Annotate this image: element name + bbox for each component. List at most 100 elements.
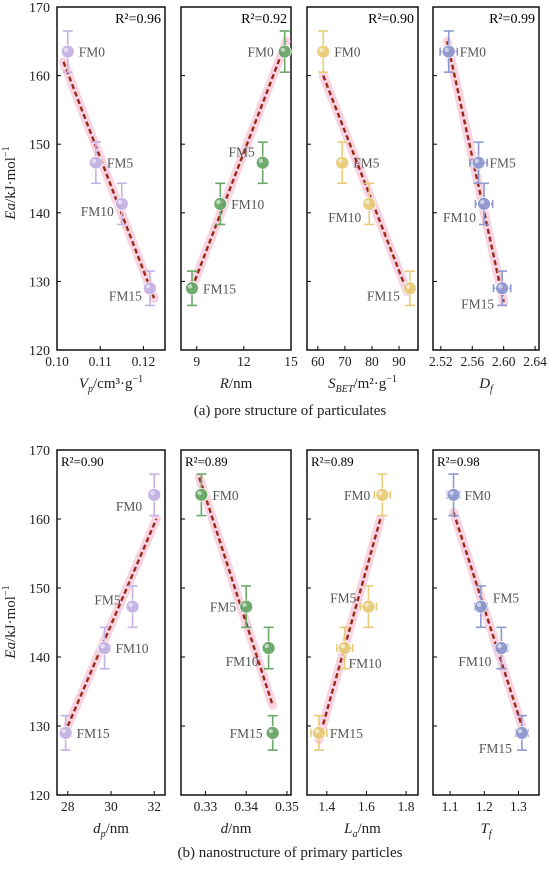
- x-tick-label: 2.56: [460, 354, 484, 369]
- panel-a3: 60 70 80 90 SBET/m²·g−1 R²=0.90 FM0 FM5 FM10 FM15: [306, 6, 419, 395]
- point-label: FM5: [353, 156, 380, 171]
- point-label: FM0: [212, 488, 239, 503]
- marker-highlight: [444, 47, 450, 52]
- y-tick-label: 140: [29, 651, 50, 666]
- y-label-ea: Ea: [3, 203, 19, 221]
- x-label-sub: a: [353, 829, 358, 840]
- plot-frame: [306, 6, 419, 351]
- plot-frame: [306, 449, 419, 796]
- point-label: FM10: [443, 210, 476, 225]
- marker: [213, 196, 228, 211]
- x-tick-label: 28: [61, 799, 75, 814]
- x-axis-label: Tf: [480, 821, 492, 840]
- point-label: FM5: [490, 156, 517, 171]
- x-tick-label: 90: [392, 354, 406, 369]
- data-point-fm10: FM10: [81, 182, 129, 226]
- marker-highlight: [449, 490, 454, 496]
- marker-highlight: [405, 284, 411, 289]
- x-label-unit: /cm³·g: [93, 376, 133, 392]
- r-squared-label: R²=0.90: [368, 12, 414, 27]
- marker-highlight: [498, 284, 503, 289]
- r-squared-label: R²=0.92: [241, 12, 287, 27]
- data-point-fm15: FM15: [310, 714, 363, 751]
- x-label-main: S: [328, 376, 336, 392]
- marker-highlight: [338, 158, 343, 164]
- plot-frame: [180, 449, 292, 796]
- marker-highlight: [91, 158, 97, 164]
- x-label-sub: BET: [336, 384, 355, 395]
- y-label-exp: −1: [1, 146, 12, 157]
- data-point-fm5: FM5: [228, 141, 270, 185]
- marker-highlight: [264, 644, 269, 649]
- marker: [515, 726, 529, 740]
- point-label: FM0: [460, 45, 487, 60]
- x-tick-label: 0.10: [45, 354, 69, 369]
- data-point-fm5: FM5: [94, 585, 140, 629]
- data-point-fm15: FM15: [185, 270, 236, 307]
- panel-a1: 0.10 0.11 0.12 Vp/cm³·g−1 R²=0.96 FM0 FM5 FM10 F…: [45, 6, 166, 395]
- y-tick-label: 160: [29, 70, 50, 85]
- data-point-fm5: FM5: [330, 585, 378, 629]
- marker: [97, 641, 112, 655]
- x-label-unit: /nm: [228, 821, 252, 837]
- panel-b4: 1.1 1.2 1.3 Tf R²=0.98 FM0 FM5 FM10 FM15: [432, 449, 540, 840]
- marker: [147, 487, 162, 502]
- panel-b3: 1.4 1.6 1.8 La/nm R²=0.89 FM0 FM5 FM10 FM15: [306, 449, 419, 840]
- marker-highlight: [319, 47, 324, 52]
- x-tick-label: 0.12: [132, 354, 156, 369]
- point-label: FM0: [79, 45, 106, 60]
- point-label: FM10: [226, 654, 259, 669]
- x-label-main: L: [343, 821, 352, 837]
- point-label: FM15: [330, 726, 363, 741]
- data-point-fm0: FM0: [344, 473, 392, 517]
- data-point-fm10: FM10: [458, 626, 509, 670]
- x-axis-label: Df: [478, 376, 494, 395]
- y-label-unit: /kJ·mol: [3, 596, 19, 642]
- panels: 0.10 0.11 0.12Vp/cm³·g−1R²=0.96FM0FM5FM10F…: [45, 6, 547, 840]
- data-point-fm15: FM15: [479, 714, 529, 756]
- marker-highlight: [117, 199, 123, 205]
- point-label: FM10: [116, 641, 149, 656]
- marker-highlight: [63, 47, 69, 52]
- marker: [255, 155, 270, 170]
- data-point-fm5: FM5: [210, 585, 254, 629]
- x-tick-label: 1.4: [318, 799, 335, 814]
- marker-highlight: [128, 602, 133, 608]
- marker: [142, 281, 157, 296]
- x-tick-label: 2.52: [429, 354, 453, 369]
- panel-b2: 0.33 0.34 0.35 d/nm R²=0.89 FM0 FM5 FM10 FM15: [180, 449, 299, 837]
- data-point-fm10: FM10: [226, 626, 276, 670]
- marker-highlight: [378, 490, 383, 496]
- panel-b1: 28 30 32 dp/nm R²=0.90 FM0 FM5 FM10 FM15: [56, 449, 166, 840]
- marker-highlight: [480, 199, 485, 205]
- data-point-fm15: FM15: [109, 270, 157, 307]
- data-point-fm15: FM15: [367, 270, 417, 307]
- point-label: FM5: [330, 591, 357, 606]
- marker: [441, 44, 456, 59]
- marker-highlight: [474, 158, 479, 164]
- marker-highlight: [216, 199, 221, 205]
- y-tick-label: 150: [29, 138, 50, 153]
- data-point-fm0: FM0: [247, 30, 292, 73]
- y-tick-labels-b: 120 130 140 150 160 170: [29, 444, 50, 804]
- r-squared-label: R²=0.98: [437, 454, 480, 469]
- marker: [125, 599, 140, 614]
- point-label: FM15: [367, 288, 400, 303]
- data-point-fm0: FM0: [316, 30, 361, 73]
- marker-highlight: [61, 728, 67, 734]
- data-point-fm0: FM0: [194, 473, 239, 517]
- y-axis-label-a: Ea/kJ·mol−1: [1, 146, 19, 220]
- y-tick-labels-a: 120 130 140 150 160 170: [29, 1, 50, 359]
- plot-frame: [180, 6, 292, 351]
- x-label-main: T: [480, 821, 490, 837]
- fit-line: [445, 41, 505, 303]
- marker-highlight: [242, 602, 247, 608]
- point-label: FM0: [247, 45, 274, 60]
- point-label: FM15: [203, 281, 236, 296]
- x-axis-label: R/nm: [219, 376, 253, 392]
- x-axis-label: d/nm: [221, 821, 252, 837]
- point-label: FM5: [94, 593, 121, 608]
- x-label-main: R: [219, 376, 229, 392]
